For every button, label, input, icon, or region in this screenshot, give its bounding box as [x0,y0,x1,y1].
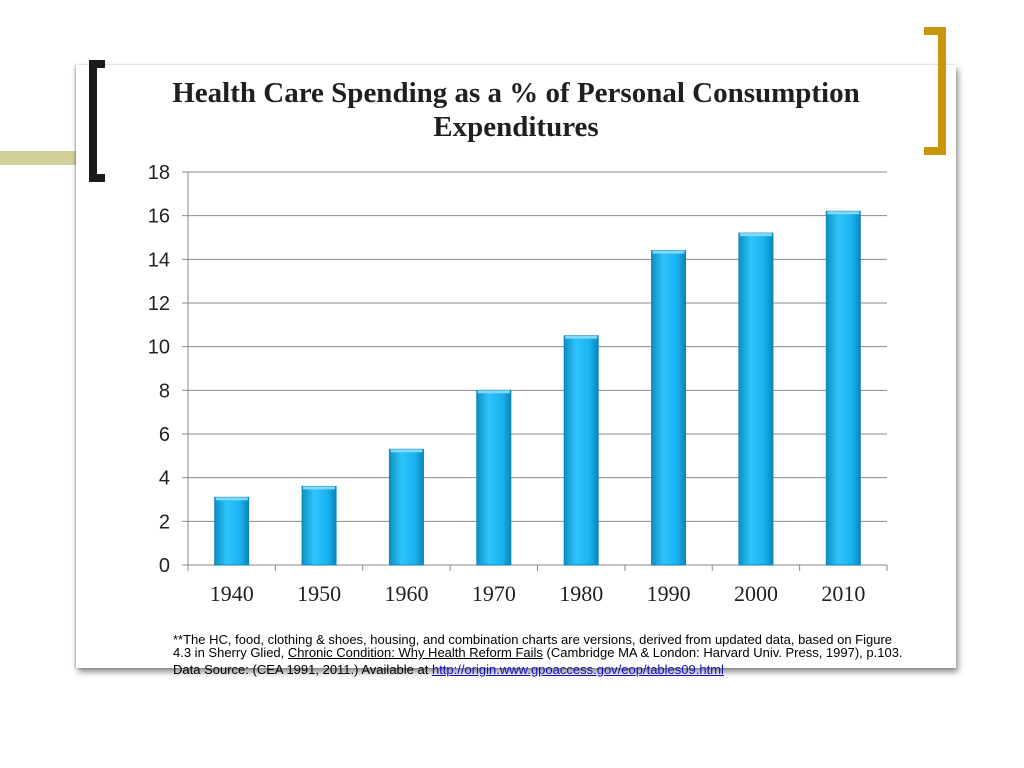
source-prefix: Data Source: (CEA 1991, 2011.) Available… [173,662,432,677]
x-tick-label: 1940 [210,581,254,606]
bar-highlight-2000 [739,233,772,237]
right-bracket-decoration [924,27,946,155]
y-tick-label: 10 [148,337,170,359]
x-tick-label: 1960 [384,581,428,606]
y-tick-labels: 0 2 4 6 8 10 12 14 16 18 [148,162,170,577]
x-tick-label: 2000 [734,581,778,606]
bar-highlight-2010 [827,211,860,215]
footnote-text-b: (Cambridge MA & London: Harvard Univ. Pr… [542,645,903,660]
y-tick-label: 6 [159,424,170,446]
bar-chart: 0 2 4 6 8 10 12 14 16 18 1940 1950 1960 1970 1980 1990… [148,162,888,606]
y-tick-label: 8 [159,380,170,402]
axes [182,171,888,571]
bar-1950 [301,485,337,566]
x-tick-label: 1980 [559,581,603,606]
accent-line [0,151,100,165]
book-title: Chronic Condition: Why Health Reform Fai… [287,645,543,660]
left-bracket-decoration [89,60,105,182]
content-frame [76,65,956,668]
x-tick-label: 1990 [647,581,691,606]
y-tick-label: 14 [148,249,170,271]
bar-highlight-1960 [390,449,423,453]
x-tick-labels: 1940 1950 1960 1970 1980 1990 2000 2010 [210,581,866,606]
bar-highlight-1950 [303,486,336,490]
x-tick-label: 1950 [297,581,341,606]
y-tick-label: 16 [148,206,170,228]
footnote-citation: **The HC, food, clothing & shoes, housin… [173,633,903,659]
source-link[interactable]: http://origin.www.gpoaccess.gov/eop/tabl… [431,662,724,677]
y-tick-label: 12 [148,293,170,315]
gridlines [188,171,887,522]
bar-2000 [738,232,774,566]
y-tick-label: 2 [159,511,170,533]
bar-highlight-1990 [652,250,685,254]
bar-2010 [825,210,861,566]
bar-highlight-1980 [565,335,598,339]
data-source: Data Source: (CEA 1991, 2011.) Available… [173,663,903,676]
bar-1980 [563,335,599,566]
bar-highlight-1970 [477,390,510,394]
bars [214,210,861,566]
bar-1960 [388,448,424,566]
bar-1940 [214,496,250,566]
bar-1970 [476,389,512,566]
bar-1990 [651,250,687,566]
y-tick-label: 18 [148,162,170,184]
y-tick-label: 4 [159,468,170,490]
footnote: **The HC, food, clothing & shoes, housin… [173,633,903,676]
x-tick-label: 2010 [821,581,865,606]
chart-title: Health Care Spending as a % of Personal … [172,77,860,143]
bar-highlight-1940 [215,497,248,501]
footnote-text-a: **The HC, food, clothing & shoes, housin… [173,632,893,660]
y-tick-label: 0 [159,555,170,577]
x-tick-label: 1970 [472,581,516,606]
